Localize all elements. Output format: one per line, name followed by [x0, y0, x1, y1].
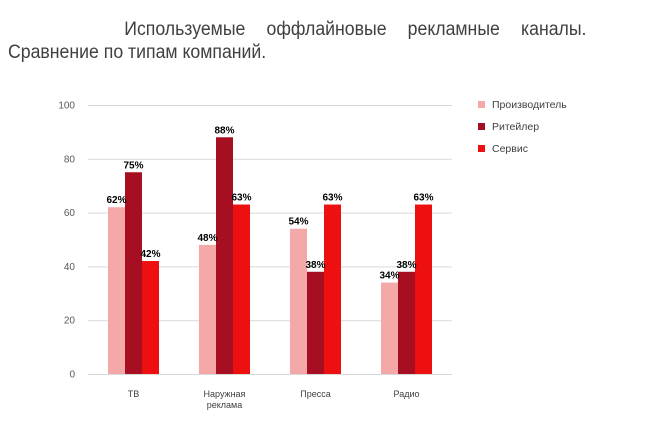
bar-3-3 [324, 204, 341, 374]
chart-title: Используемые оффлайновые рекламные канал… [8, 19, 587, 63]
legend-label: Производитель [492, 99, 567, 111]
data-label: 63% [231, 193, 251, 204]
y-axis-ticks: 0 20 40 60 80 100 [58, 101, 75, 381]
data-label: 38% [396, 260, 416, 271]
data-label: 54% [288, 217, 308, 228]
bar-1-1 [108, 207, 125, 374]
data-label: 75% [123, 160, 143, 171]
category-label: реклама [207, 400, 243, 410]
y-tick-label: 100 [58, 101, 75, 112]
legend-label: Сервис [492, 143, 528, 155]
data-label: 38% [305, 260, 325, 271]
bar-2-2 [216, 137, 233, 374]
bar-3-4 [415, 204, 432, 374]
legend-swatch [478, 145, 485, 152]
data-label: 63% [322, 193, 342, 204]
legend-label: Ритейлер [492, 121, 539, 133]
data-labels: 62%75%42%48%88%63%54%38%63%34%38%63% [106, 125, 433, 281]
y-tick-label: 60 [64, 208, 76, 219]
bars [108, 137, 432, 374]
bar-1-4 [381, 282, 398, 374]
data-label: 42% [140, 249, 160, 260]
data-label: 34% [379, 271, 399, 282]
y-tick-label: 80 [64, 154, 76, 165]
category-label: Радио [394, 389, 420, 399]
data-label: 88% [214, 125, 234, 136]
category-label: ТВ [128, 389, 140, 399]
bar-3-2 [233, 204, 250, 374]
data-label: 48% [197, 233, 217, 244]
bar-1-3 [290, 228, 307, 374]
bar-1-2 [199, 244, 216, 374]
legend: Производитель Ритейлер Сервис [478, 99, 567, 155]
legend-swatch [478, 123, 485, 130]
category-label: Пресса [300, 389, 331, 399]
y-tick-label: 20 [64, 316, 76, 327]
bar-2-4 [398, 271, 415, 374]
data-label: 63% [413, 193, 433, 204]
bar-3-1 [142, 261, 159, 374]
data-label: 62% [106, 195, 126, 206]
bar-2-1 [125, 172, 142, 374]
y-tick-label: 40 [64, 262, 76, 273]
bar-2-3 [307, 271, 324, 374]
category-label: Наружная [204, 389, 246, 399]
legend-swatch [478, 101, 485, 108]
y-tick-label: 0 [69, 370, 75, 381]
